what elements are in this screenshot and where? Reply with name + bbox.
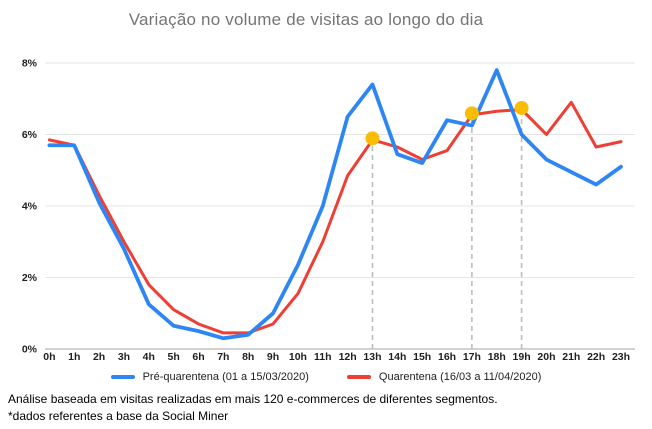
- x-tick-label: 18h: [488, 351, 506, 363]
- y-tick-label: 6%: [22, 129, 38, 141]
- y-tick-label: 4%: [22, 201, 38, 213]
- footnote-analysis: Análise baseada em visitas realizadas em…: [8, 392, 498, 406]
- chart-legend: Pré-quarentena (01 a 15/03/2020) Quarent…: [0, 371, 652, 383]
- x-tick-label: 7h: [217, 351, 229, 363]
- legend-label-quarentena: Quarentena (16/03 a 11/04/2020): [378, 371, 542, 383]
- x-tick-label: 20h: [537, 351, 555, 363]
- x-tick-label: 21h: [562, 351, 580, 363]
- highlight-dot: [514, 100, 529, 115]
- y-tick-label: 0%: [22, 344, 38, 356]
- pre-quarentena-line: [47, 68, 623, 341]
- x-tick-label: 5h: [168, 351, 180, 363]
- x-tick-label: 22h: [587, 351, 605, 363]
- legend-label-pre-quarentena: Pré-quarentena (01 a 15/03/2020): [142, 371, 309, 383]
- y-tick-label: 8%: [22, 58, 38, 70]
- x-tick-label: 12h: [339, 351, 357, 363]
- x-tick-label: 16h: [438, 351, 456, 363]
- x-tick-label: 4h: [143, 351, 155, 363]
- x-tick-label: 1h: [68, 351, 80, 363]
- highlight-dot: [365, 131, 380, 146]
- legend-item-pre-quarentena: Pré-quarentena (01 a 15/03/2020): [110, 371, 309, 383]
- highlight-dot: [464, 106, 479, 121]
- y-tick-label: 2%: [22, 272, 38, 284]
- x-tick-label: 6h: [192, 351, 204, 363]
- x-tick-label: 8h: [242, 351, 254, 363]
- x-tick-label: 0h: [43, 351, 55, 363]
- x-tick-label: 10h: [289, 351, 307, 363]
- footnote-source: *dados referentes a base da Social Miner: [8, 408, 229, 423]
- x-tick-label: 9h: [267, 351, 279, 363]
- quarentena-line: [47, 100, 623, 335]
- x-tick-label: 15h: [413, 351, 431, 363]
- x-tick-label: 3h: [118, 351, 130, 363]
- pre-quarentena-line-swatch-icon: [110, 375, 135, 379]
- quarentena-line-swatch-icon: [346, 375, 371, 379]
- x-tick-label: 2h: [93, 351, 105, 363]
- chart-title: Variação no volume de visitas ao longo d…: [128, 10, 484, 29]
- x-tick-label: 11h: [314, 351, 332, 363]
- legend-item-quarentena: Quarentena (16/03 a 11/04/2020): [346, 371, 542, 383]
- x-tick-label: 13h: [363, 351, 381, 363]
- x-tick-label: 14h: [388, 351, 406, 363]
- x-tick-label: 17h: [463, 351, 481, 363]
- x-tick-label: 19h: [513, 351, 531, 363]
- chart-footnotes: Análise baseada em visitas realizadas em…: [8, 391, 498, 424]
- x-tick-label: 23h: [612, 351, 630, 363]
